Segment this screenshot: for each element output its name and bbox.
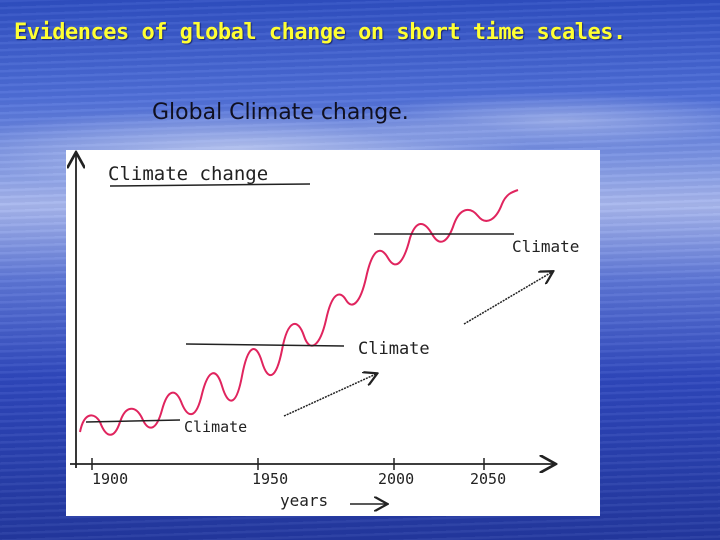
arrow-climate-2-to-3: [463, 272, 552, 325]
climate-line-1: [85, 419, 181, 423]
x-tick-label-1900: 1900: [92, 470, 128, 488]
y-axis-label-underline: [109, 183, 311, 187]
x-axis-label: years: [280, 491, 328, 510]
slide-subtitle: Global Climate change.: [152, 100, 409, 125]
arrow-climate-1-to-2: [283, 374, 376, 417]
climate-diagram: Climate change 1900 1950 2000 2050 years…: [66, 150, 600, 516]
climate-label-3: Climate: [512, 237, 579, 256]
slide-title: Evidences of global change on short time…: [14, 20, 626, 45]
x-tick-label-1950: 1950: [252, 470, 288, 488]
climate-curve: [79, 189, 519, 436]
climate-label-1: Climate: [184, 418, 247, 436]
climate-label-2: Climate: [358, 339, 430, 359]
x-tick-label-2000: 2000: [378, 470, 414, 488]
climate-line-2: [185, 343, 345, 347]
climate-diagram-canvas: Climate change 1900 1950 2000 2050 years…: [66, 150, 579, 516]
x-tick-label-2050: 2050: [470, 470, 506, 488]
y-axis-label: Climate change: [108, 163, 268, 185]
